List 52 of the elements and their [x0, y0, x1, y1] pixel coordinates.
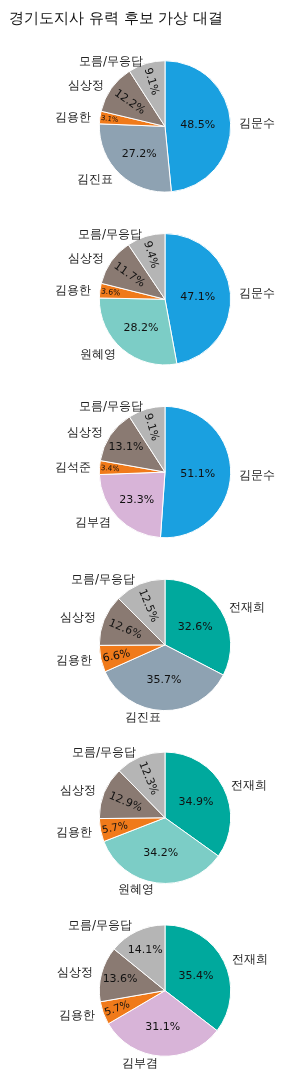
slice-label: 심상정 [60, 610, 96, 624]
slice-label: 김문수 [239, 286, 275, 300]
slice-label: 모름/무응답 [78, 227, 143, 241]
slice-label: 전재희 [231, 778, 267, 792]
slice-label: 모름/무응답 [79, 399, 144, 413]
data-label: 14.1% [127, 942, 163, 956]
data-label: 28.2% [123, 320, 159, 334]
data-label: 47.1% [180, 289, 216, 303]
slice-label: 전재희 [232, 952, 268, 966]
data-label: 27.2% [121, 147, 157, 161]
chart-title: 경기도지사 유력 후보 가상 대결 [9, 8, 224, 27]
slice-label: 김용한 [56, 653, 92, 667]
data-label: 35.4% [178, 968, 214, 982]
data-label: 51.1% [180, 466, 216, 480]
slice-label: 원혜영 [118, 882, 154, 896]
slice-label: 김용한 [55, 283, 91, 297]
slice-label: 모름/무응답 [79, 54, 144, 68]
slice-label: 김문수 [239, 468, 275, 482]
slice-label: 심상정 [68, 251, 104, 265]
data-label: 34.9% [178, 795, 214, 809]
data-label: 34.2% [143, 845, 179, 859]
data-label: 32.6% [177, 620, 213, 634]
slice-label: 김진표 [77, 172, 113, 186]
slice-label: 모름/무응답 [68, 918, 133, 932]
slice-label: 김부겸 [122, 1056, 158, 1070]
slice-label: 모름/무응답 [72, 745, 137, 759]
data-label: 13.1% [108, 439, 144, 453]
data-label: 9.1% [141, 66, 162, 97]
data-label: 9.1% [141, 411, 162, 443]
slice-label: 원혜영 [80, 347, 116, 361]
slice-label: 전재희 [229, 600, 265, 614]
data-label: 5.7% [102, 998, 132, 1018]
slice-label: 심상정 [67, 425, 103, 439]
data-label: 9.4% [141, 239, 162, 270]
data-label: 48.5% [180, 118, 216, 132]
slice-label: 김석준 [55, 460, 91, 474]
slice-label: 심상정 [60, 783, 96, 797]
slice-label: 김용한 [55, 110, 91, 124]
data-label: 13.6% [102, 972, 138, 986]
data-label: 35.7% [146, 672, 182, 686]
data-label: 23.3% [119, 492, 155, 506]
slice-label: 김진표 [125, 710, 161, 724]
slice-label: 모름/무응답 [71, 572, 136, 586]
slice-label: 김문수 [239, 116, 275, 130]
data-label: 5.7% [101, 819, 129, 836]
slice-label: 심상정 [57, 965, 93, 979]
data-label: 6.6% [101, 646, 132, 665]
slice-label: 김용한 [56, 825, 92, 839]
slice-label: 김용한 [59, 1008, 95, 1022]
data-label: 31.1% [145, 1019, 181, 1033]
slice-label: 김부겸 [75, 515, 111, 529]
slice-label: 심상정 [68, 78, 104, 92]
